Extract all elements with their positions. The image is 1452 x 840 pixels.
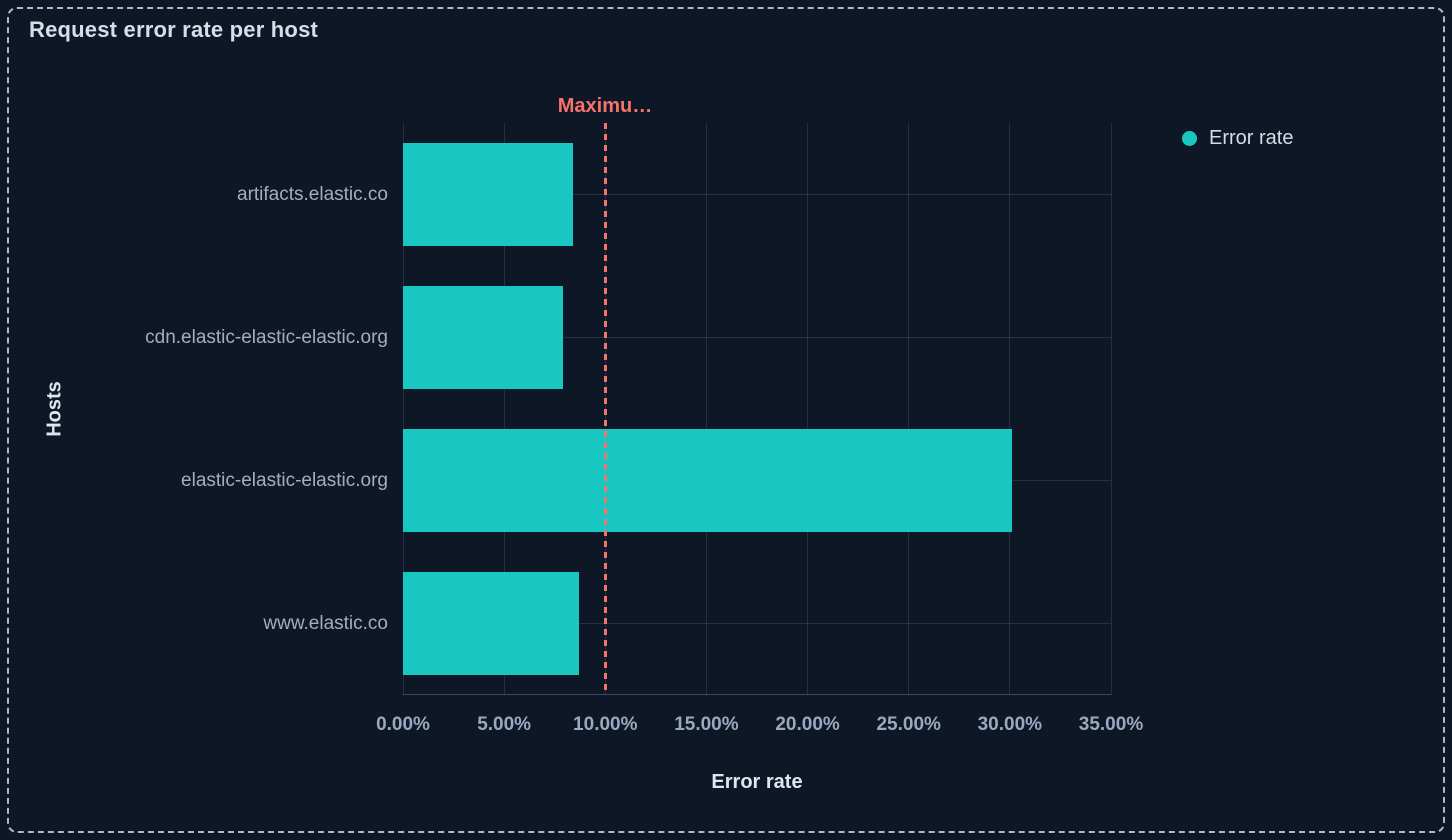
threshold-label: Maximu… (557, 95, 653, 117)
x-tick-label: 35.00% (1078, 714, 1144, 735)
x-tick-label: 20.00% (775, 714, 840, 735)
bar-artifacts.elastic.co[interactable] (403, 143, 573, 246)
gridline-horizontal (403, 194, 1111, 195)
gridline-vertical (705, 123, 707, 695)
gridline-vertical (807, 123, 809, 695)
legend-series-label[interactable]: Error rate (1209, 127, 1294, 149)
bar-chart-plot-area (402, 123, 1112, 695)
x-axis-line (403, 694, 1111, 695)
x-tick-label: 5.00% (477, 714, 532, 735)
bar-elastic-elastic-elastic.org[interactable] (403, 429, 1012, 532)
y-category-label: cdn.elastic-elastic-elastic.org (145, 326, 388, 348)
gridline-vertical (503, 123, 505, 695)
x-tick-label: 0.00% (376, 714, 430, 735)
legend-series-dot (1182, 131, 1197, 146)
gridline-horizontal (403, 337, 1111, 338)
gridline-vertical (1110, 123, 1112, 695)
gridline-vertical (402, 123, 404, 695)
gridline-horizontal (403, 623, 1111, 624)
x-tick-label: 10.00% (573, 714, 638, 735)
y-category-label: www.elastic.co (263, 612, 388, 634)
panel-title: Request error rate per host (29, 17, 319, 42)
x-tick-label: 25.00% (876, 714, 941, 735)
gridline-vertical (908, 123, 910, 695)
legend: Error rate (1182, 127, 1293, 150)
y-axis-title: Hosts (43, 381, 66, 437)
y-category-label: artifacts.elastic.co (237, 183, 388, 205)
x-tick-label: 15.00% (674, 714, 739, 735)
bar-cdn.elastic-elastic-elastic.org[interactable] (403, 286, 563, 389)
gridline-vertical (1009, 123, 1011, 695)
x-tick-label: 30.00% (977, 714, 1043, 735)
y-category-label: elastic-elastic-elastic.org (181, 469, 388, 491)
threshold-line (603, 123, 607, 695)
x-axis-title: Error rate (711, 771, 803, 793)
bar-www.elastic.co[interactable] (403, 572, 579, 675)
